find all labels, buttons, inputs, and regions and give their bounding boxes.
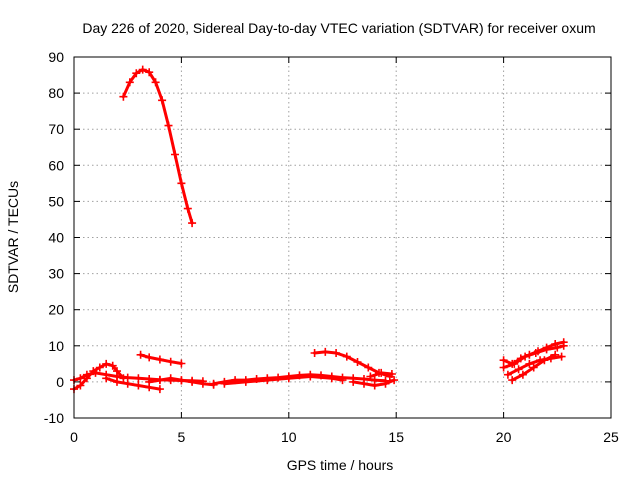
series-arc-low-g	[349, 376, 399, 390]
series-arc-low-h	[366, 368, 396, 381]
plus-markers	[102, 374, 164, 394]
x-tick-label: 25	[603, 429, 619, 445]
data-series	[70, 65, 568, 394]
series-arc-high	[119, 65, 197, 228]
series-arc-late-d	[508, 350, 560, 385]
y-tick-label: 50	[48, 193, 64, 209]
y-tick-label: 70	[48, 121, 64, 137]
plus-markers	[136, 350, 186, 368]
y-tick-label: 80	[48, 85, 64, 101]
plus-markers	[499, 338, 568, 368]
series-arc-low-f	[310, 347, 394, 381]
y-tick-label: 30	[48, 266, 64, 282]
y-axis-label: SDTVAR / TECUs	[5, 181, 21, 293]
x-axis-label: GPS time / hours	[287, 457, 394, 473]
y-tick-label: 90	[48, 49, 64, 65]
y-tick-label: 60	[48, 157, 64, 173]
grid-lines	[74, 57, 611, 418]
axis-ticks	[73, 56, 612, 419]
x-tick-label: 0	[70, 429, 78, 445]
series-arc-low-e	[220, 372, 347, 388]
x-tick-label: 20	[496, 429, 512, 445]
y-tick-label: -10	[44, 410, 64, 426]
plus-markers	[119, 65, 197, 228]
tick-labels: 0 5 10 15 20 25 -10 0 10 20 30 40 50 60 70 80 90	[44, 49, 619, 445]
x-tick-label: 15	[388, 429, 404, 445]
y-tick-label: 0	[56, 374, 64, 390]
plus-markers	[220, 372, 347, 388]
x-tick-label: 10	[281, 429, 297, 445]
x-tick-label: 5	[178, 429, 186, 445]
plus-markers	[508, 350, 560, 385]
plus-markers	[349, 376, 399, 390]
plus-markers	[366, 368, 396, 381]
y-tick-label: 10	[48, 338, 64, 354]
y-tick-label: 40	[48, 230, 64, 246]
series-arc-low-b	[102, 374, 164, 394]
series-arc-low-c	[145, 374, 218, 389]
y-tick-label: 20	[48, 302, 64, 318]
series-arc-low-d	[209, 370, 390, 388]
series-line	[121, 68, 194, 225]
series-arc-mid	[136, 350, 186, 368]
chart-title: Day 226 of 2020, Sidereal Day-to-day VTE…	[82, 20, 595, 36]
series-arc-late-c	[499, 338, 568, 368]
